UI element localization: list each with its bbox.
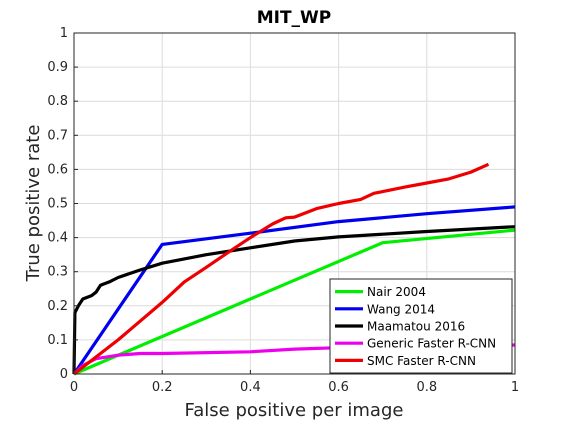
y-tick-label: 0.4 bbox=[47, 231, 68, 246]
series-line-3 bbox=[72, 225, 516, 375]
y-tick-label: 0.1 bbox=[47, 333, 68, 348]
y-axis-label: True positive rate bbox=[23, 125, 44, 283]
y-tick-label: 0.8 bbox=[47, 94, 68, 109]
tick-labels: 0 0.2 0.4 0.6 0.8 1 0 0.1 0.2 0.3 0.4 0.5 0.6 0.7 0.8 0… bbox=[47, 26, 519, 395]
x-tick-label: 0 bbox=[70, 380, 78, 395]
y-tick-label: 0.7 bbox=[47, 128, 68, 143]
legend-label: Wang 2014 bbox=[367, 302, 435, 316]
x-tick-label: 0.8 bbox=[416, 380, 437, 395]
y-tick-label: 0.5 bbox=[47, 197, 68, 212]
y-tick-label: 0 bbox=[60, 367, 68, 382]
y-tick-label: 1 bbox=[60, 26, 68, 41]
legend-label: Nair 2004 bbox=[367, 285, 426, 299]
y-tick-label: 0.6 bbox=[47, 162, 68, 177]
legend-label: SMC Faster R-CNN bbox=[367, 354, 476, 368]
y-tick-label: 0.2 bbox=[47, 299, 68, 314]
chart-title: MIT_WP bbox=[257, 8, 332, 28]
y-tick-label: 0.9 bbox=[47, 60, 68, 75]
x-axis-label: False positive per image bbox=[185, 400, 404, 421]
x-tick-label: 1 bbox=[511, 380, 519, 395]
y-tick-label: 0.3 bbox=[47, 265, 68, 280]
x-tick-label: 0.6 bbox=[328, 380, 349, 395]
x-tick-label: 0.4 bbox=[240, 380, 261, 395]
x-tick-label: 0.2 bbox=[152, 380, 173, 395]
series-line-2 bbox=[72, 205, 516, 375]
legend: Nair 2004 Wang 2014 Maamatou 2016 Generic F… bbox=[329, 278, 513, 374]
series-lines bbox=[72, 162, 516, 376]
legend-label: Maamatou 2016 bbox=[367, 320, 465, 334]
series-line-5 bbox=[73, 162, 490, 376]
series-line-1 bbox=[73, 228, 516, 376]
legend-label: Generic Faster R-CNN bbox=[367, 337, 496, 351]
